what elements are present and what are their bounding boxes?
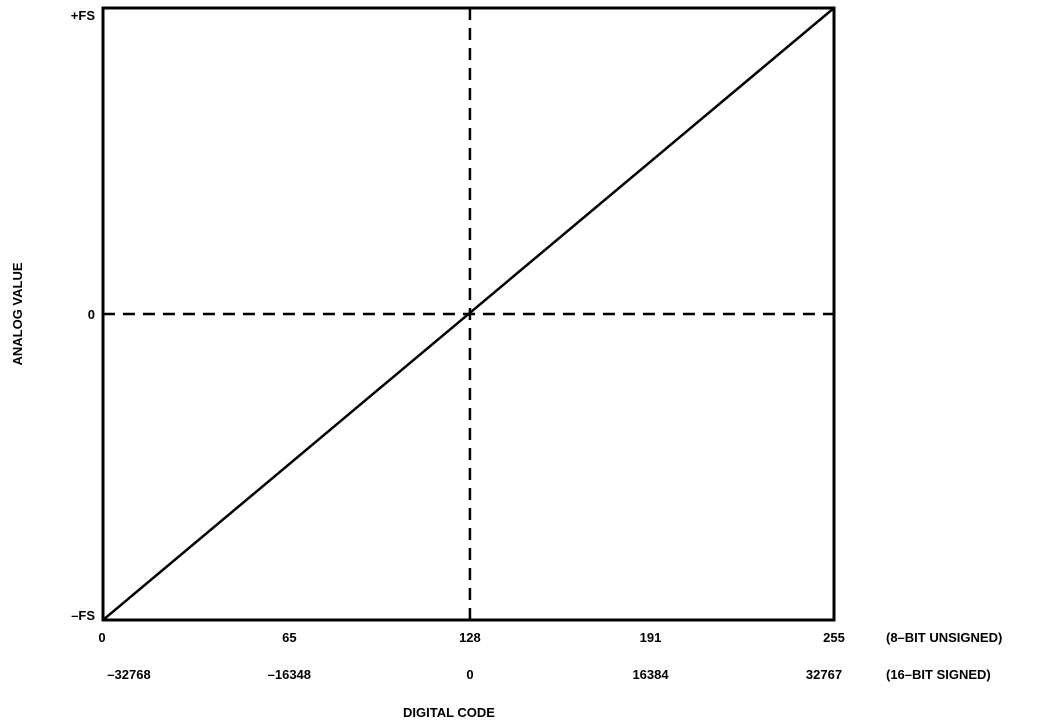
x-tick-label: 128 — [459, 630, 481, 645]
x-tick-label: 191 — [640, 630, 662, 645]
x-tick-label: 255 — [823, 630, 845, 645]
x-tick-label: 0 — [466, 667, 473, 682]
x-axis-label: DIGITAL CODE — [403, 705, 495, 720]
y-tick-label: –FS — [71, 608, 95, 623]
y-axis-label: ANALOG VALUE — [10, 262, 25, 365]
x-tick-labels-16bit: –32768 –16348 0 16384 32767 — [107, 667, 842, 682]
y-tick-labels: +FS 0 –FS — [71, 8, 96, 623]
x-tick-label: 32767 — [806, 667, 842, 682]
x-tick-label: 65 — [282, 630, 296, 645]
series-line — [102, 7, 835, 621]
y-tick-label: +FS — [71, 8, 96, 23]
x-tick-labels-8bit: 0 65 128 191 255 — [98, 630, 844, 645]
x-tick-label: 0 — [98, 630, 105, 645]
x-tick-label: 16384 — [632, 667, 669, 682]
y-tick-label: 0 — [88, 307, 95, 322]
x-tick-label: –32768 — [107, 667, 150, 682]
x-axis-caption-16bit: (16–BIT SIGNED) — [886, 667, 991, 682]
series-group — [102, 7, 835, 621]
x-tick-label: –16348 — [268, 667, 311, 682]
x-axis-caption-8bit: (8–BIT UNSIGNED) — [886, 630, 1002, 645]
